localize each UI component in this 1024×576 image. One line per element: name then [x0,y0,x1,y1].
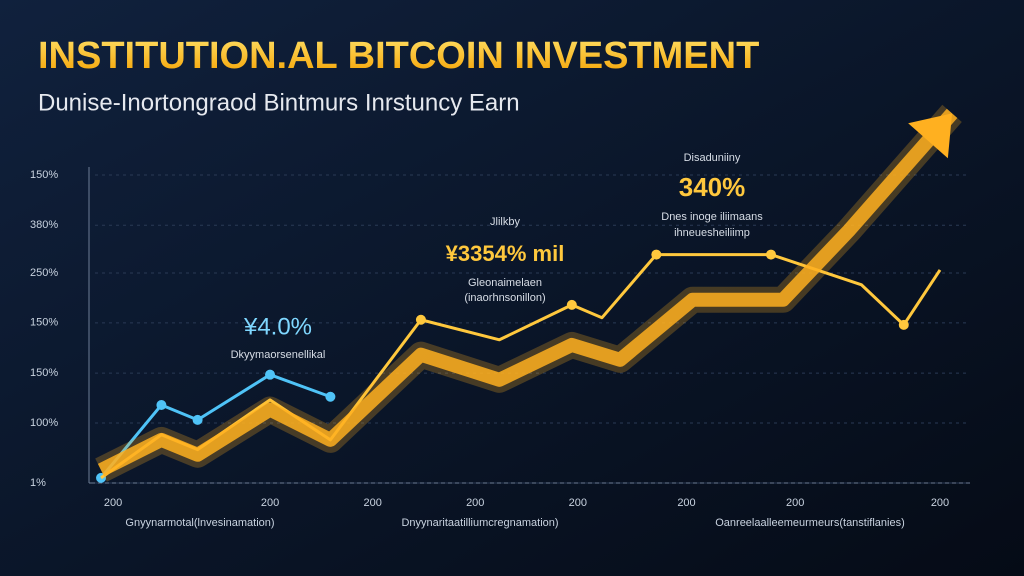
annotation-heading: Jlilkby [490,216,520,228]
point [566,299,577,310]
x-tick-label: 200 [786,497,804,509]
arrow-head [908,113,953,159]
y-tick-label: 250% [30,267,58,279]
line [97,108,958,477]
x-tick-label: 200 [466,497,484,509]
annotation-value: ¥3354% mil [446,241,565,266]
x-group-label: Oanreelaalleemeurmeurs(tanstiflanies) [715,517,905,529]
point [415,314,426,325]
y-tick-label: 100% [30,417,58,429]
point [265,369,276,380]
point [325,391,336,402]
subtitle: Dunise-Inortongraod Bintmurs Inrstuncy E… [38,89,520,116]
point [898,319,909,330]
point [766,249,776,260]
point [156,399,167,410]
annotation-text: Dkyymaorsenellikal [231,349,326,361]
x-tick-label: 200 [261,497,279,509]
annotation-value: 340% [679,172,746,202]
x-tick-label: 200 [363,497,381,509]
annotation-value: ¥4.0% [243,313,312,340]
annotation-text: Gleonaimelaen [468,277,542,289]
point [192,414,203,425]
x-tick-label: 200 [931,497,949,509]
x-group-label: Gnyynarmotal(lnvesinamation) [125,517,274,529]
annotation-heading: Disaduniiny [684,152,741,164]
annotation-text: Dnes inoge iliimaans [661,211,763,223]
x-group-label: Dnyynaritaatilliumcregnamation) [401,517,558,529]
y-tick-label: 380% [30,219,58,231]
y-tick-label: 150% [30,169,58,181]
point [651,249,662,260]
y-tick-label: 150% [30,317,58,329]
x-tick-label: 200 [677,497,695,509]
x-tick-label: 200 [104,497,122,509]
annotations: ¥4.0% Dkyymaorsenellikal Jlilkby ¥3354% … [231,152,764,361]
y-tick-label: 1% [30,477,46,489]
y-tick-label: 150% [30,367,58,379]
annotation-text: (inaorhnsonillon) [464,292,545,304]
annotation-text: ihneuesheiliimp [674,227,750,239]
x-tick-label: 200 [569,497,587,509]
title: INSTITUTION.AL BITCOIN INVESTMENT [38,35,759,77]
